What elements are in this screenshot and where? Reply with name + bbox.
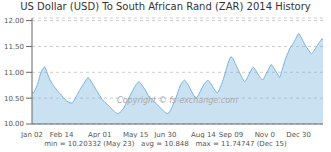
svg-text:May 15: May 15	[123, 131, 149, 138]
svg-text:Jun 30: Jun 30	[153, 131, 176, 138]
svg-text:Apr 01: Apr 01	[88, 131, 111, 138]
svg-text:Sep 09: Sep 09	[219, 131, 243, 138]
svg-text:10.50: 10.50	[8, 95, 24, 103]
svg-text:Aug 14: Aug 14	[191, 131, 216, 138]
svg-text:Feb 14: Feb 14	[50, 131, 74, 138]
svg-text:Jan 02: Jan 02	[20, 131, 43, 138]
svg-text:11.50: 11.50	[8, 43, 24, 51]
svg-text:Dec 30: Dec 30	[286, 131, 311, 138]
html-text:min = 10.20332 (May 23) avg =: min = 10.20332 (May 23) avg = 10.848 max…	[44, 140, 287, 148]
html-text:Copyright © fs-exchange.com: Copyright © fs-exchange.com	[117, 95, 238, 105]
svg-text:Nov 0: Nov 0	[255, 131, 275, 138]
svg-text:12.00: 12.00	[8, 17, 24, 25]
html-text:US Dollar (USD) To South Afric: US Dollar (USD) To South African Rand (Z…	[20, 1, 311, 12]
svg-text:10.00: 10.00	[8, 120, 24, 128]
svg-text:11.00: 11.00	[8, 69, 24, 77]
